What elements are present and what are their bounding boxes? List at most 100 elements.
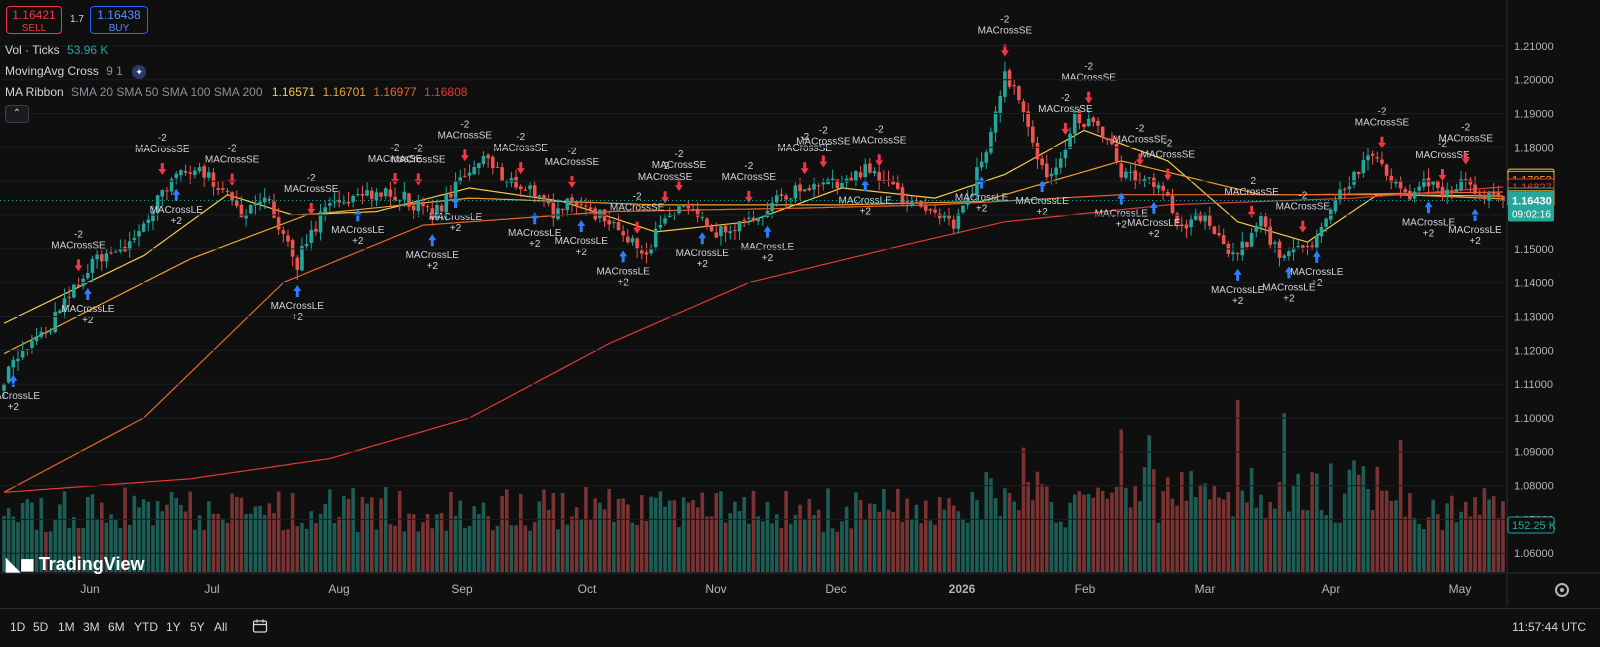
candle bbox=[281, 226, 286, 243]
candle bbox=[323, 200, 328, 222]
range-5y[interactable]: 5Y bbox=[190, 620, 205, 634]
volume-bar bbox=[695, 507, 700, 572]
sell-button[interactable]: 1.16421 SELL bbox=[6, 6, 62, 34]
volume-bar bbox=[1170, 498, 1175, 572]
candle bbox=[951, 215, 956, 235]
volume-bar bbox=[909, 519, 914, 572]
ma-ribbon-value-100: 1.16977 bbox=[373, 85, 417, 99]
arrow-up-icon bbox=[1312, 250, 1321, 263]
range-1m[interactable]: 1M bbox=[58, 620, 75, 634]
long-entry-signal: MACrossLE+2 bbox=[271, 284, 324, 323]
volume-bar bbox=[90, 494, 95, 572]
legend-ma-ribbon[interactable]: MA Ribbon SMA 20 SMA 50 SMA 100 SMA 200 … bbox=[5, 85, 467, 99]
signal-label: MACrossLE bbox=[1262, 282, 1316, 293]
range-6m[interactable]: 6M bbox=[108, 620, 125, 634]
volume-bar bbox=[1096, 487, 1100, 572]
volume-bar bbox=[1422, 529, 1426, 572]
volume-bar bbox=[500, 496, 504, 572]
range-all[interactable]: All bbox=[214, 620, 228, 634]
candle bbox=[351, 194, 355, 208]
volume-bar bbox=[258, 505, 262, 572]
range-ytd[interactable]: YTD bbox=[134, 620, 158, 634]
signal-label: MACrossSE bbox=[796, 137, 851, 148]
volume-bar bbox=[1454, 522, 1459, 572]
legend-ma-cross[interactable]: MovingAvg Cross 9 1 ✦ bbox=[5, 64, 147, 79]
signal-label: MACrossLE bbox=[508, 228, 562, 239]
volume-bar bbox=[1082, 494, 1086, 572]
volume-bar bbox=[742, 497, 746, 572]
volume-bar bbox=[942, 509, 947, 572]
candle bbox=[127, 231, 132, 258]
candle bbox=[1314, 229, 1319, 254]
volume-bar bbox=[1445, 503, 1449, 572]
candle bbox=[123, 239, 127, 253]
volume-bar bbox=[802, 518, 807, 572]
buy-button[interactable]: 1.16438 BUY bbox=[90, 6, 148, 34]
signal-qty: -2 bbox=[1163, 139, 1172, 150]
arrow-down-icon bbox=[1377, 136, 1386, 149]
signal-qty: -2 bbox=[1438, 139, 1447, 150]
candle bbox=[244, 209, 248, 227]
candle bbox=[262, 188, 267, 210]
calendar-icon[interactable] bbox=[252, 618, 268, 634]
time-axis[interactable]: Jun Jul Aug Sep Oct Nov Dec 2026 Feb Mar Apr May bbox=[0, 572, 1600, 596]
candle bbox=[356, 188, 360, 197]
candle bbox=[1031, 120, 1035, 149]
candle bbox=[868, 158, 872, 175]
candle bbox=[137, 224, 141, 247]
candle bbox=[309, 220, 314, 251]
candle bbox=[872, 167, 877, 177]
range-5d[interactable]: 5D bbox=[33, 620, 49, 634]
signal-label: MACrossSE bbox=[284, 184, 339, 195]
volume-bar bbox=[868, 503, 872, 572]
signal-label: MACrossSE bbox=[852, 135, 907, 146]
candle bbox=[1398, 176, 1403, 198]
time-tick-label: Apr bbox=[1322, 582, 1341, 596]
gear-icon[interactable] bbox=[1555, 583, 1569, 597]
candle bbox=[1268, 218, 1273, 249]
chevron-up-icon[interactable]: ⌃ bbox=[5, 105, 29, 123]
price-axis[interactable]: 1.210001.200001.190001.180001.170001.160… bbox=[0, 0, 1557, 606]
signal-label: MACrossSE bbox=[1141, 150, 1196, 161]
signal-label: MACrossLE bbox=[955, 193, 1009, 204]
volume-bar bbox=[332, 522, 337, 572]
signal-label: MACrossLE bbox=[676, 248, 730, 259]
candle bbox=[565, 197, 570, 217]
volume-bar bbox=[416, 531, 421, 572]
volume-bar bbox=[230, 493, 234, 572]
volume-bar bbox=[1012, 501, 1016, 572]
volume-bar bbox=[1245, 502, 1249, 572]
range-3m[interactable]: 3M bbox=[83, 620, 100, 634]
volume-bar bbox=[1031, 500, 1035, 572]
legend-volume[interactable]: Vol · Ticks 53.96 K bbox=[5, 43, 108, 57]
candle bbox=[1231, 242, 1235, 262]
candle bbox=[1184, 219, 1189, 239]
volume-bar bbox=[1491, 495, 1496, 572]
range-1y[interactable]: 1Y bbox=[166, 620, 181, 634]
signal-label: MACrossSE bbox=[391, 154, 446, 165]
long-entry-signal: MACrossLE+2 bbox=[1015, 180, 1069, 218]
ma-cross-params: 9 1 bbox=[106, 64, 123, 78]
candle bbox=[179, 169, 183, 183]
volume-bar bbox=[491, 530, 495, 572]
candle bbox=[6, 365, 11, 385]
range-1d[interactable]: 1D bbox=[10, 620, 26, 634]
candle bbox=[1282, 253, 1287, 262]
candle bbox=[197, 163, 202, 174]
strategy-report-icon[interactable]: ✦ bbox=[132, 65, 147, 79]
signal-qty: -2 bbox=[744, 161, 753, 172]
candle bbox=[1049, 167, 1054, 185]
volume-bar bbox=[630, 522, 635, 572]
arrow-down-icon bbox=[1461, 152, 1470, 165]
signal-label: MACrossLE bbox=[741, 242, 795, 253]
volume-bar bbox=[295, 526, 300, 572]
volume-bar bbox=[304, 528, 309, 572]
candle bbox=[11, 356, 16, 376]
volume-bar bbox=[528, 530, 532, 572]
volume-bar bbox=[449, 491, 453, 572]
